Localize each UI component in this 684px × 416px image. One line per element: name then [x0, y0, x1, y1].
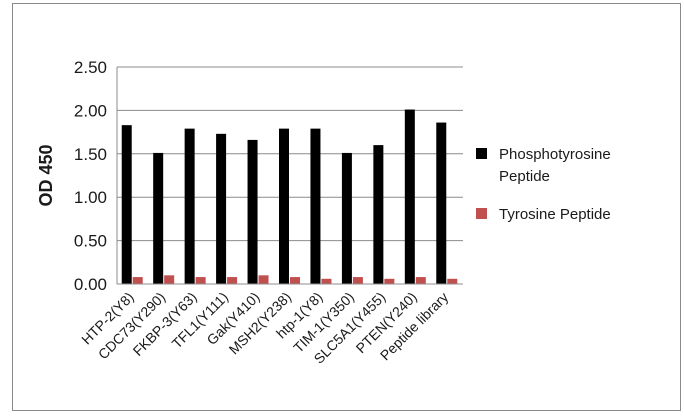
phosphotyrosine-bar [279, 128, 289, 284]
phosphotyrosine-bar [184, 128, 195, 284]
phosphotyrosine-bar [373, 145, 384, 284]
phosphotyrosine-bar [436, 122, 447, 284]
tyrosine-bar [415, 277, 426, 284]
y-tick-label: 2.50 [74, 58, 107, 77]
y-tick-label: 0.50 [74, 232, 107, 251]
tyrosine-bar [195, 277, 206, 284]
tyrosine-bar [290, 277, 300, 284]
tyrosine-bar [352, 277, 363, 284]
legend-swatch [476, 148, 487, 159]
legend-label: Tyrosine Peptide [499, 206, 611, 223]
phosphotyrosine-bar [341, 152, 352, 284]
y-tick-label: 1.00 [74, 188, 107, 207]
y-tick-label: 1.50 [74, 145, 107, 164]
tyrosine-bar [227, 277, 238, 284]
phosphotyrosine-bar [153, 152, 164, 284]
y-axis-title: OD 450 [36, 144, 56, 206]
y-tick-label: 2.00 [74, 101, 107, 120]
phosphotyrosine-bar [216, 133, 227, 284]
legend-label: Phosphotyrosine [499, 146, 611, 163]
legend-label: Peptide [499, 168, 550, 185]
tyrosine-bar [447, 278, 458, 284]
tyrosine-bar [132, 277, 143, 284]
tyrosine-bar [321, 278, 332, 284]
phosphotyrosine-bar [121, 125, 132, 284]
phosphotyrosine-bar [247, 139, 258, 284]
phosphotyrosine-bar [310, 128, 321, 284]
legend-swatch [476, 208, 487, 219]
y-tick-label: 0.00 [74, 275, 107, 294]
tyrosine-bar [384, 278, 395, 284]
phosphotyrosine-bar [404, 109, 415, 284]
tyrosine-bar [164, 275, 175, 284]
tyrosine-bar [258, 275, 269, 284]
